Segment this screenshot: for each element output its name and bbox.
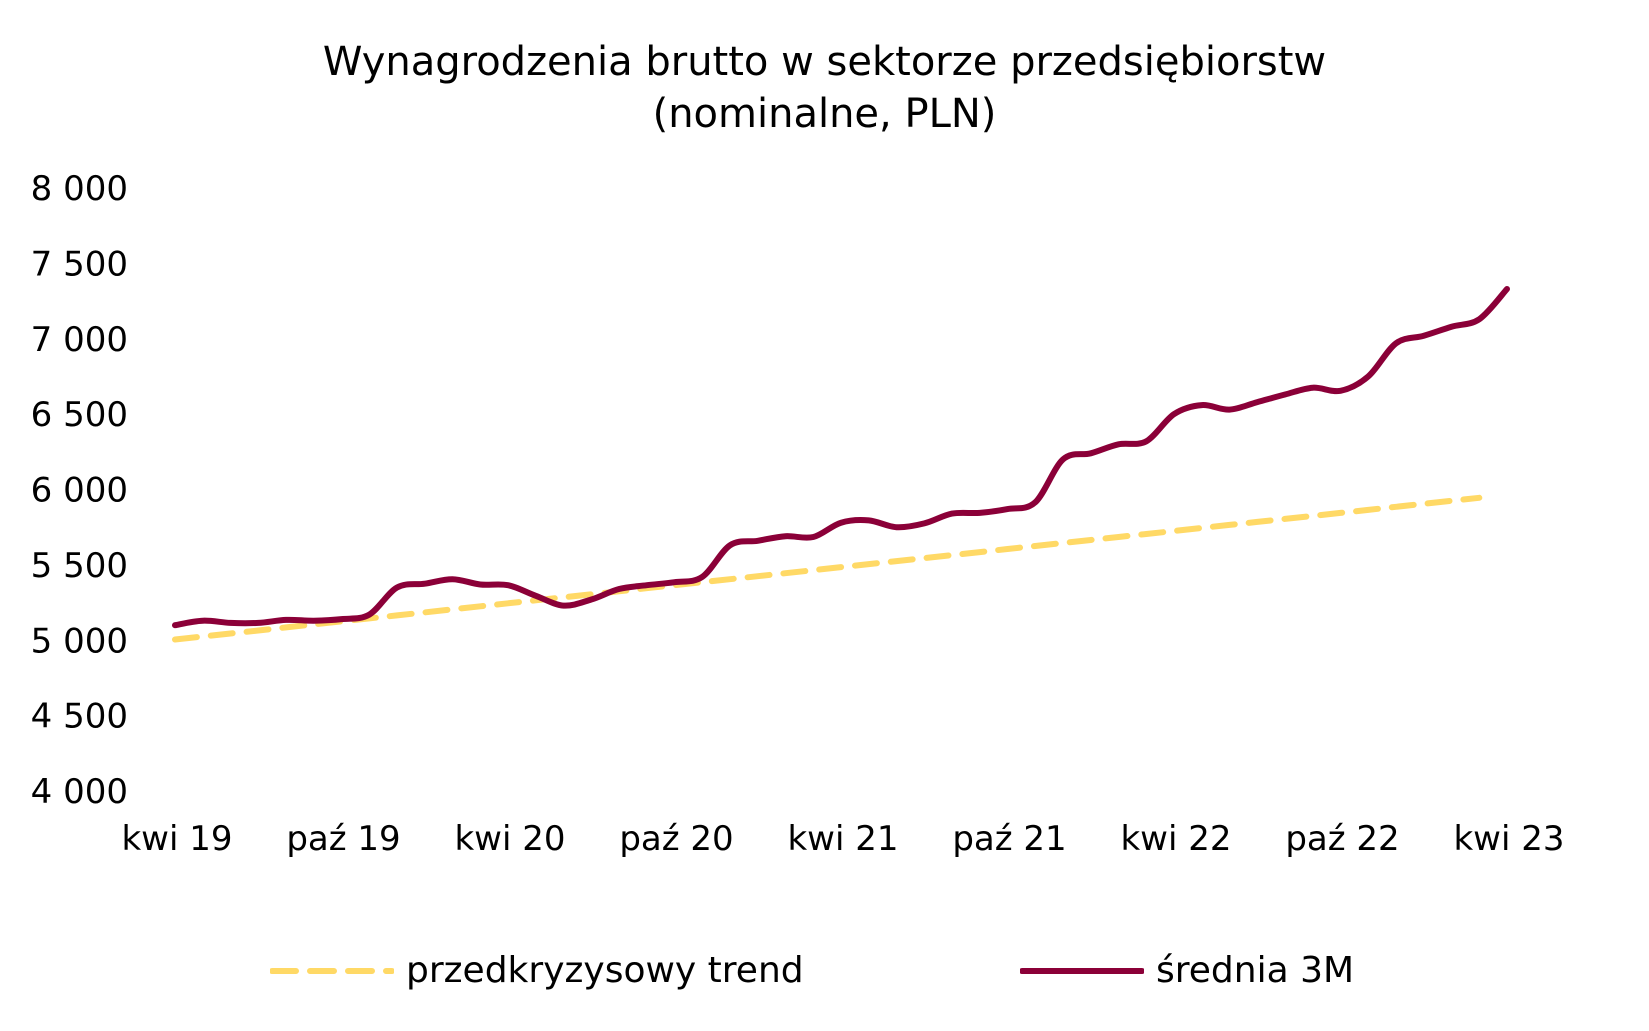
x-tick-label: kwi 23	[1453, 819, 1564, 859]
x-tick-label: kwi 22	[1120, 819, 1231, 859]
line-chart: 4 000 4 500 5 000 5 500 6 000 6 500 7 000 7 500…	[31, 169, 1565, 859]
y-tick-label: 6 000	[31, 471, 128, 511]
chart-subtitle: (nominalne, PLN)	[652, 91, 997, 137]
series-line	[172, 494, 1483, 643]
legend-label-average: średnia 3M	[1156, 950, 1355, 991]
chart-title-block: Wynagrodzenia brutto w sektorze przedsię…	[0, 36, 1649, 140]
y-tick-label: 8 000	[31, 169, 128, 209]
x-tick-label: paź 19	[286, 819, 400, 859]
legend-swatch-average	[1020, 967, 1144, 974]
legend-swatch-trend	[270, 967, 394, 974]
x-tick-label: kwi 20	[454, 819, 565, 859]
x-tick-label: kwi 19	[121, 819, 232, 859]
y-tick-label: 6 500	[31, 395, 128, 435]
y-tick-label: 5 500	[31, 546, 128, 586]
y-tick-label: 4 000	[31, 772, 128, 812]
legend-item-trend: przedkryzysowy trend	[270, 950, 804, 991]
series-average	[172, 286, 1510, 629]
x-tick-label: kwi 21	[787, 819, 898, 859]
x-tick-label: paź 20	[619, 819, 733, 859]
y-axis: 4 000 4 500 5 000 5 500 6 000 6 500 7 000 7 500…	[31, 169, 128, 812]
legend-item-average: średnia 3M	[1020, 950, 1354, 991]
x-tick-label: paź 21	[952, 819, 1066, 859]
legend-label-trend: przedkryzysowy trend	[406, 950, 804, 991]
y-tick-label: 7 000	[31, 320, 128, 360]
x-axis: kwi 19 paź 19 kwi 20 paź 20 kwi 21 paź 21 kwi …	[121, 819, 1564, 859]
y-tick-label: 5 000	[31, 621, 128, 661]
x-tick-label: paź 22	[1285, 819, 1399, 859]
y-tick-label: 4 500	[31, 697, 128, 737]
series-layer	[172, 286, 1510, 643]
legend: przedkryzysowy trend średnia 3M	[0, 950, 1649, 1010]
series-trend	[172, 494, 1483, 643]
y-tick-label: 7 500	[31, 244, 128, 284]
chart-title: Wynagrodzenia brutto w sektorze przedsię…	[322, 39, 1327, 85]
series-line	[172, 286, 1510, 629]
